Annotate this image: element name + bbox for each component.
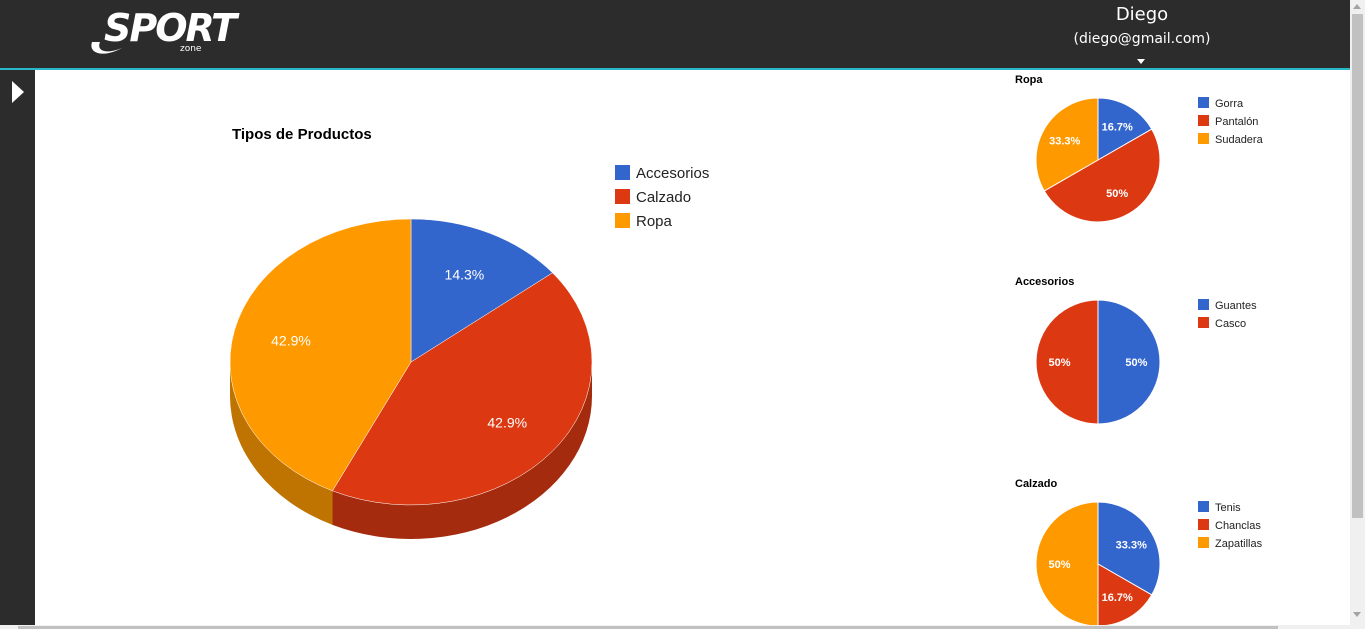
slice-label: 33.3%	[1049, 136, 1080, 148]
slice-label: 42.9%	[271, 332, 311, 348]
legend-label-calzado[interactable]: Calzado	[636, 189, 691, 206]
slice-side-ropa	[230, 362, 333, 525]
user-menu-caret-icon[interactable]	[1137, 59, 1145, 64]
legend-label-sudadera[interactable]: Sudadera	[1215, 134, 1264, 146]
legend-swatch-gorra	[1198, 97, 1209, 108]
slice-label: 14.3%	[445, 266, 485, 282]
chart-title: Calzado	[1015, 478, 1057, 490]
pie-chart-calzado: Calzado 33.3% 16.7% 50% Tenis Chanclas Zapatil…	[1015, 478, 1263, 625]
sidebar	[0, 70, 35, 629]
legend-label-guantes[interactable]: Guantes	[1215, 300, 1257, 312]
slice-label: 50%	[1049, 559, 1071, 571]
pie-slice-zapatillas[interactable]	[1035, 501, 1099, 625]
user-email[interactable]: (diego@gmail.com)	[1073, 31, 1211, 47]
legend-swatch-chanclas	[1198, 519, 1209, 530]
vertical-scrollbar[interactable]	[1350, 0, 1365, 629]
chart-title: Accesorios	[1015, 276, 1074, 288]
pie-slice-ropa[interactable]	[229, 218, 412, 492]
legend-label-ropa[interactable]: Ropa	[636, 213, 673, 230]
user-name[interactable]: Diego	[1115, 4, 1169, 25]
legend-swatch-accesorios	[615, 165, 630, 180]
charts-area: Tipos de Productos 14.3% 42.9% 42.9% Accesor…	[229, 74, 1264, 625]
pie-slice-pantalon[interactable]	[1043, 128, 1161, 223]
slice-side-calzado	[332, 362, 592, 539]
scroll-thumb[interactable]	[1352, 14, 1363, 518]
legend-swatch-casco	[1198, 317, 1209, 328]
top-bar: SPORT zone Diego (diego@gmail.com)	[0, 0, 1350, 70]
pie-chart-ropa: Ropa 16.7% 50% 33.3% Gorra Pantalón Sudadera	[1015, 74, 1264, 223]
logo-subtext: zone	[180, 44, 202, 54]
slice-label: 16.7%	[1102, 122, 1133, 134]
legend-label-chanclas[interactable]: Chanclas	[1215, 520, 1261, 532]
slice-label: 50%	[1106, 188, 1128, 200]
pie-slice-casco[interactable]	[1035, 299, 1099, 425]
legend-label-tenis[interactable]: Tenis	[1215, 502, 1241, 514]
legend-swatch-zapatillas	[1198, 537, 1209, 548]
chart-title: Tipos de Productos	[232, 126, 372, 143]
sport-zone-logo[interactable]: SPORT zone	[86, 6, 237, 56]
pie-slice-chanclas[interactable]	[1097, 563, 1153, 625]
legend-label-accesorios[interactable]: Accesorios	[636, 165, 709, 182]
legend-label-gorra[interactable]: Gorra	[1215, 98, 1244, 110]
slice-label: 16.7%	[1102, 592, 1133, 604]
pie-slice-tenis[interactable]	[1097, 501, 1161, 596]
scroll-up-arrow-icon[interactable]	[1353, 4, 1361, 9]
pie-slice-guantes[interactable]	[1097, 299, 1161, 425]
slice-label: 50%	[1125, 357, 1147, 369]
legend-label-zapatillas[interactable]: Zapatillas	[1215, 538, 1263, 550]
horizontal-scrollbar[interactable]	[0, 625, 1350, 629]
pie-slice-gorra[interactable]	[1097, 97, 1153, 161]
pie-chart-tipos-de-productos: Tipos de Productos 14.3% 42.9% 42.9% Accesor…	[229, 126, 709, 539]
slice-label: 50%	[1049, 357, 1071, 369]
legend-swatch-pantalon	[1198, 115, 1209, 126]
legend-swatch-ropa	[615, 213, 630, 228]
legend-swatch-guantes	[1198, 299, 1209, 310]
slice-label: 33.3%	[1116, 540, 1147, 552]
legend-label-casco[interactable]: Casco	[1215, 318, 1246, 330]
horizontal-scroll-thumb[interactable]	[18, 626, 1278, 629]
logo-text: SPORT	[104, 6, 237, 50]
legend-label-pantalon[interactable]: Pantalón	[1215, 116, 1258, 128]
slice-label: 42.9%	[487, 415, 527, 431]
sidebar-expand-arrow-icon[interactable]	[11, 80, 25, 104]
pie-slice-sudadera[interactable]	[1035, 97, 1099, 192]
legend-swatch-sudadera	[1198, 133, 1209, 144]
pie-slice-calzado[interactable]	[332, 272, 593, 506]
scroll-down-arrow-icon[interactable]	[1353, 612, 1361, 617]
legend-swatch-calzado	[615, 189, 630, 204]
legend-swatch-tenis	[1198, 501, 1209, 512]
pie-chart-accesorios: Accesorios 50% 50% Guantes Casco	[1015, 276, 1257, 425]
chart-title: Ropa	[1015, 74, 1043, 86]
swoosh-icon	[91, 42, 122, 54]
pie-slice-accesorios[interactable]	[410, 218, 553, 363]
